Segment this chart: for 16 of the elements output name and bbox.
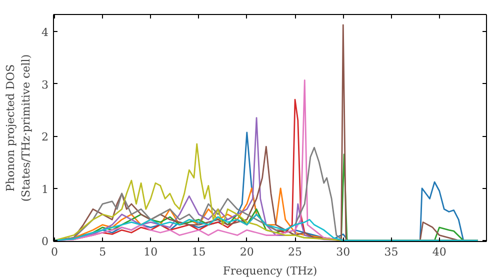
y-tick-label: 4 xyxy=(42,26,48,40)
x-tick-label: 30 xyxy=(336,246,350,258)
y-axis-title: Phonon projected DOS (States/THz·primitive cell) xyxy=(4,54,32,202)
x-tick-label: 20 xyxy=(240,246,254,258)
y-tick-label: 3 xyxy=(42,78,48,92)
x-tick-label: 35 xyxy=(384,246,398,258)
y-tick-label: 1 xyxy=(42,182,48,196)
y-tick-label: 0 xyxy=(42,234,48,248)
x-tick-label: 10 xyxy=(144,246,158,258)
x-tick-label: 40 xyxy=(432,246,446,258)
x-tick-label: 0 xyxy=(50,246,58,258)
y-tick-label: 2 xyxy=(42,130,48,144)
x-tick-label: 15 xyxy=(192,246,206,258)
x-tick-label: 25 xyxy=(288,246,302,258)
x-tick-label: 5 xyxy=(99,246,106,258)
x-axis-title: Frequency (THz) xyxy=(222,264,318,278)
